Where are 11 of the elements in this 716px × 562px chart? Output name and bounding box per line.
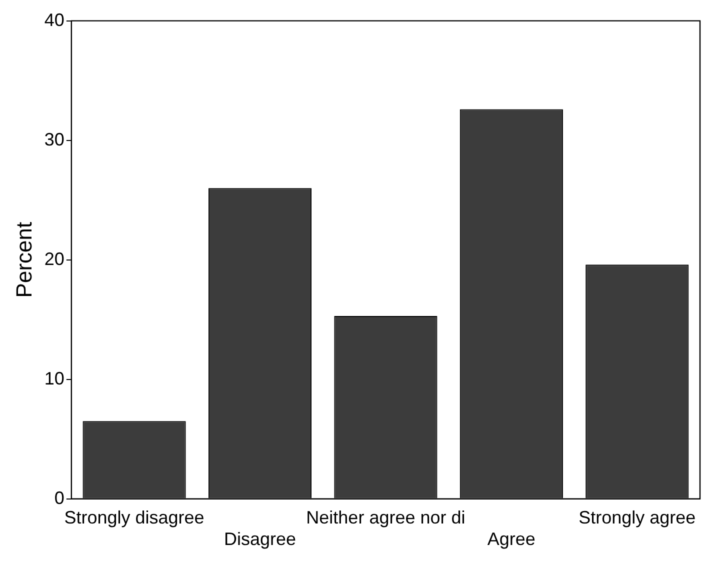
x-tick-label: Neither agree nor di [306,508,466,528]
x-tick-label: Disagree [224,529,296,550]
y-tick-label: 20 [44,248,64,269]
y-tick-label: 0 [54,488,64,508]
y-tick-label: 10 [44,368,64,388]
y-tick-label: 40 [44,10,64,30]
x-tick-label: Strongly agree [578,508,696,528]
x-tick-label: Strongly disagree [64,508,204,528]
x-tick-label: Agree [487,529,536,550]
y-axis-title: Percent [11,222,36,298]
y-tick-label: 30 [44,129,64,150]
